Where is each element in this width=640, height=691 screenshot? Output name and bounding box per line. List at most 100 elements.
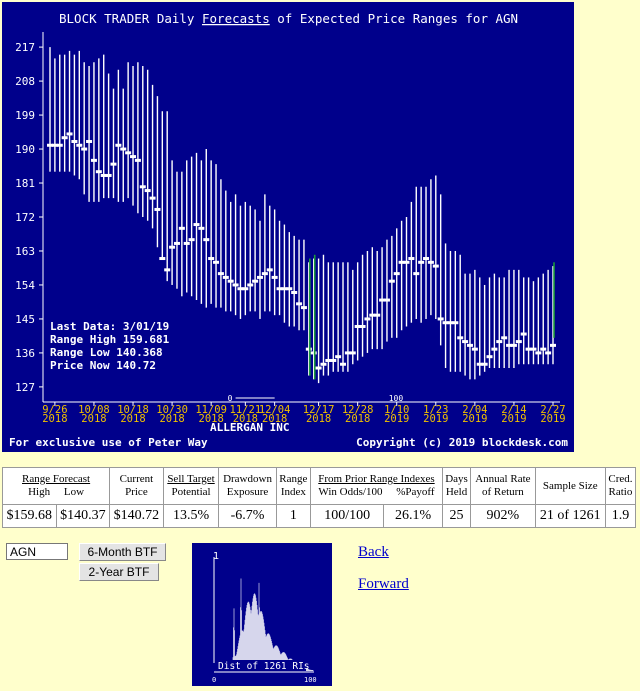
price-marker xyxy=(515,340,522,344)
low-value: $140.37 xyxy=(55,504,111,528)
price-marker xyxy=(100,173,107,177)
two-year-btf-button[interactable]: 2-Year BTF xyxy=(79,563,159,581)
x-tick-label-year: 2018 xyxy=(262,413,287,425)
price-marker xyxy=(388,279,395,283)
price-marker xyxy=(188,238,195,242)
stats-table: Range Forecast High Low Current Price Sel… xyxy=(1,467,637,528)
six-month-btf-button[interactable]: 6-Month BTF xyxy=(79,543,166,561)
price-marker xyxy=(466,343,473,347)
x-tick-label-date: 1/23 xyxy=(423,404,448,416)
cred-ratio-value: 1.9 xyxy=(604,504,637,528)
price-now-text: Price Now 140.72 xyxy=(50,359,156,372)
info-box-bg xyxy=(45,318,172,386)
price-marker xyxy=(501,336,508,340)
x-tick-label-date: 1/10 xyxy=(384,404,409,416)
price-marker xyxy=(403,260,410,264)
histogram-caption: Dist of 1261 RIs xyxy=(218,661,310,672)
ri-distribution-histogram: 1 Dist of 1261 RIs 0 100 xyxy=(192,543,332,686)
price-marker xyxy=(90,158,97,162)
stats-value-row: $159.68 $140.37 $140.72 13.5% -6.7% 1 10… xyxy=(2,504,637,528)
price-marker xyxy=(105,173,112,177)
current-price-header: Current Price xyxy=(109,467,164,505)
axis-marker-label: 0 xyxy=(228,394,233,403)
price-marker xyxy=(193,223,200,227)
price-marker xyxy=(164,268,171,272)
price-marker xyxy=(383,298,390,302)
x-tick-label-date: 11/09 xyxy=(195,404,227,416)
x-tick-label-date: 2/04 xyxy=(462,404,487,416)
price-marker xyxy=(364,317,371,321)
days-held-header: Days Held xyxy=(441,467,472,505)
sell-target-value: 13.5% xyxy=(162,504,220,528)
price-marker xyxy=(213,260,220,264)
price-marker xyxy=(47,143,53,147)
high-header: High xyxy=(28,486,51,498)
price-marker xyxy=(418,260,425,264)
price-marker xyxy=(183,241,190,245)
price-marker xyxy=(81,147,88,151)
x-tick-label-date: 2/14 xyxy=(501,404,526,416)
y-tick-label: 127 xyxy=(15,381,35,394)
price-marker xyxy=(256,275,263,279)
price-marker xyxy=(437,317,444,321)
prior-range-link[interactable]: From Prior Range Indexes xyxy=(318,473,435,485)
y-tick-label: 136 xyxy=(15,347,35,360)
x-tick-label-date: 12/28 xyxy=(342,404,374,416)
price-marker xyxy=(349,351,356,355)
price-marker xyxy=(413,272,420,276)
price-marker xyxy=(398,260,405,264)
price-marker xyxy=(71,139,78,143)
cred-ratio-header: Cred. Ratio xyxy=(604,467,637,505)
x-tick-label-year: 2018 xyxy=(199,413,224,425)
x-tick-label-year: 2018 xyxy=(81,413,106,425)
forecast-chart: BLOCK TRADER Daily Forecasts of Expected… xyxy=(2,2,574,452)
price-marker xyxy=(95,170,102,174)
price-marker xyxy=(115,143,122,147)
x-tick-label-year: 2018 xyxy=(233,413,258,425)
y-tick-label: 145 xyxy=(15,313,35,326)
price-marker xyxy=(330,358,337,362)
ticker-input[interactable] xyxy=(6,543,68,560)
range-index-header: Range Index xyxy=(275,467,312,505)
price-marker xyxy=(76,143,83,147)
price-marker xyxy=(452,321,459,325)
price-marker xyxy=(506,343,513,347)
price-marker xyxy=(222,275,229,279)
price-marker xyxy=(247,283,254,287)
price-marker xyxy=(169,245,176,249)
y-tick-label: 163 xyxy=(15,245,35,258)
price-marker xyxy=(242,287,249,291)
price-marker xyxy=(296,302,303,306)
price-marker xyxy=(325,358,332,362)
x-tick-label-year: 2019 xyxy=(423,413,448,425)
price-marker xyxy=(305,347,312,351)
sell-target-header[interactable]: Sell Target Potential xyxy=(162,467,220,505)
price-marker xyxy=(51,143,58,147)
x-tick-label-year: 2018 xyxy=(345,413,370,425)
x-tick-label-date: 9/26 xyxy=(42,404,67,416)
price-marker xyxy=(134,158,141,162)
price-marker xyxy=(266,268,273,272)
x-tick-label-year: 2018 xyxy=(306,413,331,425)
price-marker xyxy=(232,283,239,287)
back-link[interactable]: Back xyxy=(358,544,389,560)
current-price-value: $140.72 xyxy=(109,504,164,528)
x-tick-label-date: 12/04 xyxy=(259,404,291,416)
forward-link[interactable]: Forward xyxy=(358,576,409,592)
price-marker xyxy=(369,313,376,317)
company-name: ALLERGAN INC xyxy=(210,421,289,434)
price-marker xyxy=(261,272,268,276)
drawdown-header: Drawdown Exposure xyxy=(218,467,277,505)
price-marker xyxy=(510,343,517,347)
price-marker xyxy=(432,264,439,268)
x-tick-label-year: 2019 xyxy=(384,413,409,425)
price-marker xyxy=(481,362,488,366)
forecasts-link[interactable]: Forecasts xyxy=(202,11,270,26)
price-marker xyxy=(178,226,185,230)
win-odds-header: Win Odds/100 xyxy=(318,486,383,498)
range-high-text: Range High 159.681 xyxy=(50,333,170,346)
price-marker xyxy=(535,351,542,355)
price-marker xyxy=(86,139,93,143)
range-forecast-link[interactable]: Range Forecast xyxy=(22,473,91,485)
last-data-text: Last Data: 3/01/19 xyxy=(50,320,169,333)
